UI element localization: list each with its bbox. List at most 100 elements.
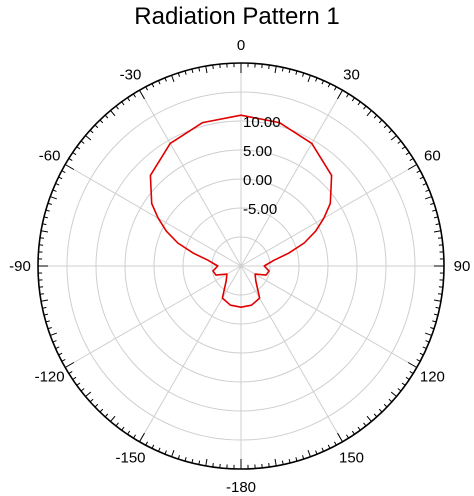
minor-tick [315,450,318,455]
major-tick [337,89,343,100]
minor-tick [157,447,161,452]
minor-tick [321,80,325,85]
minor-tick [198,67,201,72]
major-tick [337,432,343,443]
minor-tick [115,422,119,427]
minor-tick [121,101,125,106]
minor-tick [405,376,410,380]
minor-tick [430,202,435,205]
minor-tick [164,450,167,455]
minor-tick [432,320,437,323]
angle-tick-label: 30 [343,67,360,84]
major-tick [407,362,418,368]
minor-tick [416,358,421,362]
grid-spoke [64,164,242,267]
minor-tick [89,398,94,403]
minor-tick [433,230,442,233]
minor-tick [145,86,149,91]
minor-tick [151,83,155,88]
minor-tick [295,70,298,75]
minor-tick [302,72,305,77]
angle-tick-label: -120 [35,369,65,386]
minor-tick [58,352,63,356]
minor-tick [351,430,355,435]
minor-tick [405,152,410,156]
minor-tick [184,457,187,462]
minor-tick [302,455,305,460]
minor-tick [333,441,337,446]
minor-tick [99,408,104,413]
minor-tick [45,209,50,212]
minor-tick [58,176,63,180]
major-tick [64,164,75,170]
grid-spoke [139,265,242,443]
grid-spoke [240,265,343,443]
minor-tick [373,413,378,418]
minor-tick [61,358,66,362]
minor-tick [388,398,393,403]
radial-tick-label: 10.00 [243,114,281,131]
minor-tick [43,216,49,219]
minor-tick [85,391,92,397]
radial-tick-label: -5.00 [243,201,277,218]
minor-tick [357,101,361,106]
minor-tick [419,176,424,180]
angle-tick-label: 60 [424,148,441,165]
grid-spoke [139,89,242,267]
minor-tick [433,313,439,316]
minor-tick [274,458,277,467]
minor-tick [68,158,73,161]
minor-tick [157,80,161,85]
minor-tick [40,230,49,233]
major-tick [139,89,145,100]
minor-tick [419,352,424,356]
minor-tick [164,77,167,82]
minor-tick [401,382,406,386]
pattern-curve [149,114,333,308]
minor-tick [388,129,393,134]
chart-title: Radiation Pattern 1 [134,3,339,30]
minor-tick [72,376,77,380]
minor-tick [133,434,136,439]
minor-tick [104,413,109,418]
minor-tick [177,72,180,77]
minor-tick [94,124,99,129]
grid-spoke [240,265,418,368]
minor-tick [401,146,406,150]
major-tick [407,164,418,170]
minor-tick [363,105,367,110]
minor-tick [127,97,131,102]
angle-tick-label: -90 [9,258,31,275]
minor-tick [281,67,284,72]
minor-tick [383,403,388,408]
minor-tick [437,237,443,239]
minor-tick [39,237,45,239]
minor-tick [435,306,440,309]
minor-tick [432,209,437,212]
minor-tick [425,332,432,336]
minor-tick [288,458,291,464]
minor-tick [43,313,49,316]
minor-tick [425,196,432,200]
minor-tick [212,64,214,70]
minor-tick [94,403,99,408]
minor-tick [205,65,208,74]
minor-tick [47,202,52,205]
minor-tick [99,119,104,124]
minor-tick [85,135,92,141]
minor-tick [212,462,214,468]
minor-tick [346,434,349,439]
minor-tick [110,415,116,422]
minor-tick [47,327,52,330]
major-tick [64,362,75,368]
minor-tick [327,83,331,88]
minor-tick [307,75,311,82]
minor-tick [378,119,383,124]
minor-tick [72,152,77,156]
minor-tick [68,371,73,374]
minor-tick [288,68,291,74]
minor-tick [133,93,136,98]
minor-tick [433,216,439,219]
minor-tick [191,458,194,464]
